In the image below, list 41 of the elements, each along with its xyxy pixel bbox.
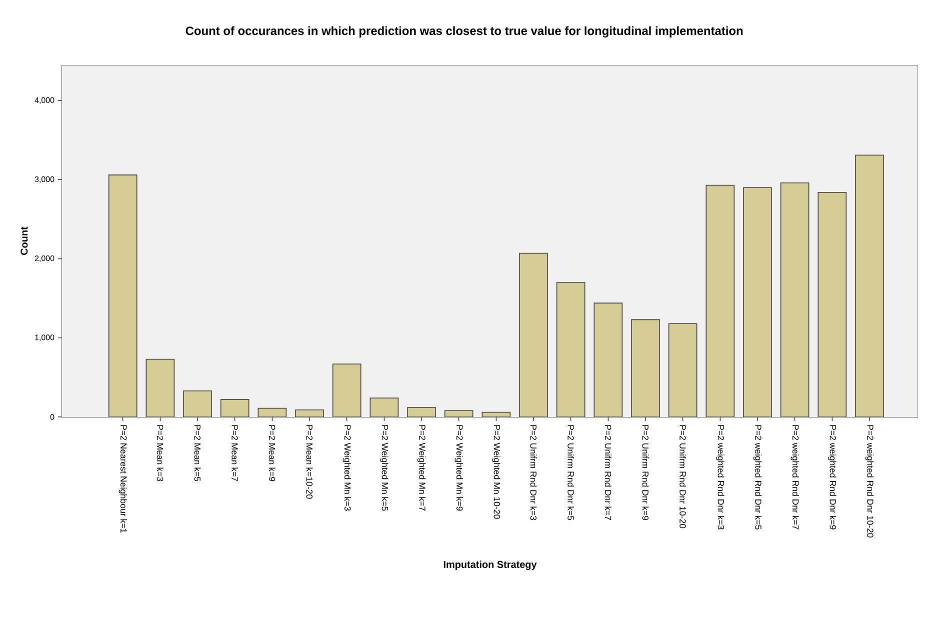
- bar: [594, 302, 623, 417]
- x-axis-title: Imputation Strategy: [444, 560, 537, 570]
- chart-title: Count of occurances in which prediction was closest to true value for longitudinal implementation: [186, 26, 743, 38]
- x-tick-label: P=2 Weighted Mn k=5: [380, 425, 388, 511]
- bar: [631, 319, 660, 417]
- x-tick-label: P=2 Nearest Neighbour k=1: [118, 425, 127, 533]
- x-tick-label: P=2 Mean k=10-20: [306, 425, 313, 499]
- x-tick-label: P=2 Weighted Mn k=3: [342, 425, 351, 511]
- x-tick-label: P=2 weighted Rnd Dnr k=9: [828, 425, 836, 530]
- bar: [332, 364, 362, 417]
- x-tick-label: P=2 Unifrm Rnd Dnr k=3: [530, 425, 537, 520]
- x-tick-label: P=2 Mean k=7: [232, 425, 238, 482]
- x-tick-label: P=2 Unifrm Rnd Dnr k=7: [604, 425, 612, 520]
- bar: [146, 358, 175, 417]
- x-tick-label: P=2 weighted Rnd Dnr k=7: [790, 425, 799, 530]
- x-tick-label: P=2 Weighted Mn k=9: [454, 425, 463, 511]
- x-tick-label: P=2 Mean k=9: [268, 425, 276, 482]
- x-tick-label: P=2 Unifrm Rnd Dnr k=9: [642, 425, 649, 520]
- x-tick-label: P=2 Unifrm Rnd Dnr 10-20: [680, 425, 686, 528]
- bar: [780, 182, 810, 417]
- x-tick-label: P=2 Mean k=3: [156, 425, 164, 482]
- bar: [668, 323, 698, 417]
- x-tick-label: P=2 Unifrm Rnd Dnr k=5: [568, 425, 574, 520]
- bar: [556, 282, 586, 417]
- x-tick-label: P=2 weighted Rnd Dnr k=3: [716, 425, 724, 530]
- bar: [818, 192, 847, 417]
- x-tick-label: P=2 Mean k=5: [194, 425, 201, 482]
- bar: [519, 252, 548, 417]
- bar: [258, 408, 286, 417]
- x-tick-label: P=2 weighted Rnd Dnr 10-20: [865, 425, 874, 538]
- y-axis-title: Count: [20, 226, 28, 255]
- bar: [108, 174, 138, 417]
- bar: [183, 390, 212, 417]
- bar: [706, 184, 735, 417]
- x-tick-label: P=2 Weighted Mn 10-20: [492, 425, 500, 519]
- bar: [855, 154, 884, 417]
- x-tick-label: P=2 weighted Rnd Dnr k=5: [753, 425, 762, 530]
- bar: [220, 399, 250, 417]
- x-tick-label: P=2 Weighted Mn k=7: [417, 425, 426, 511]
- bar: [370, 398, 399, 417]
- bar: [743, 187, 772, 417]
